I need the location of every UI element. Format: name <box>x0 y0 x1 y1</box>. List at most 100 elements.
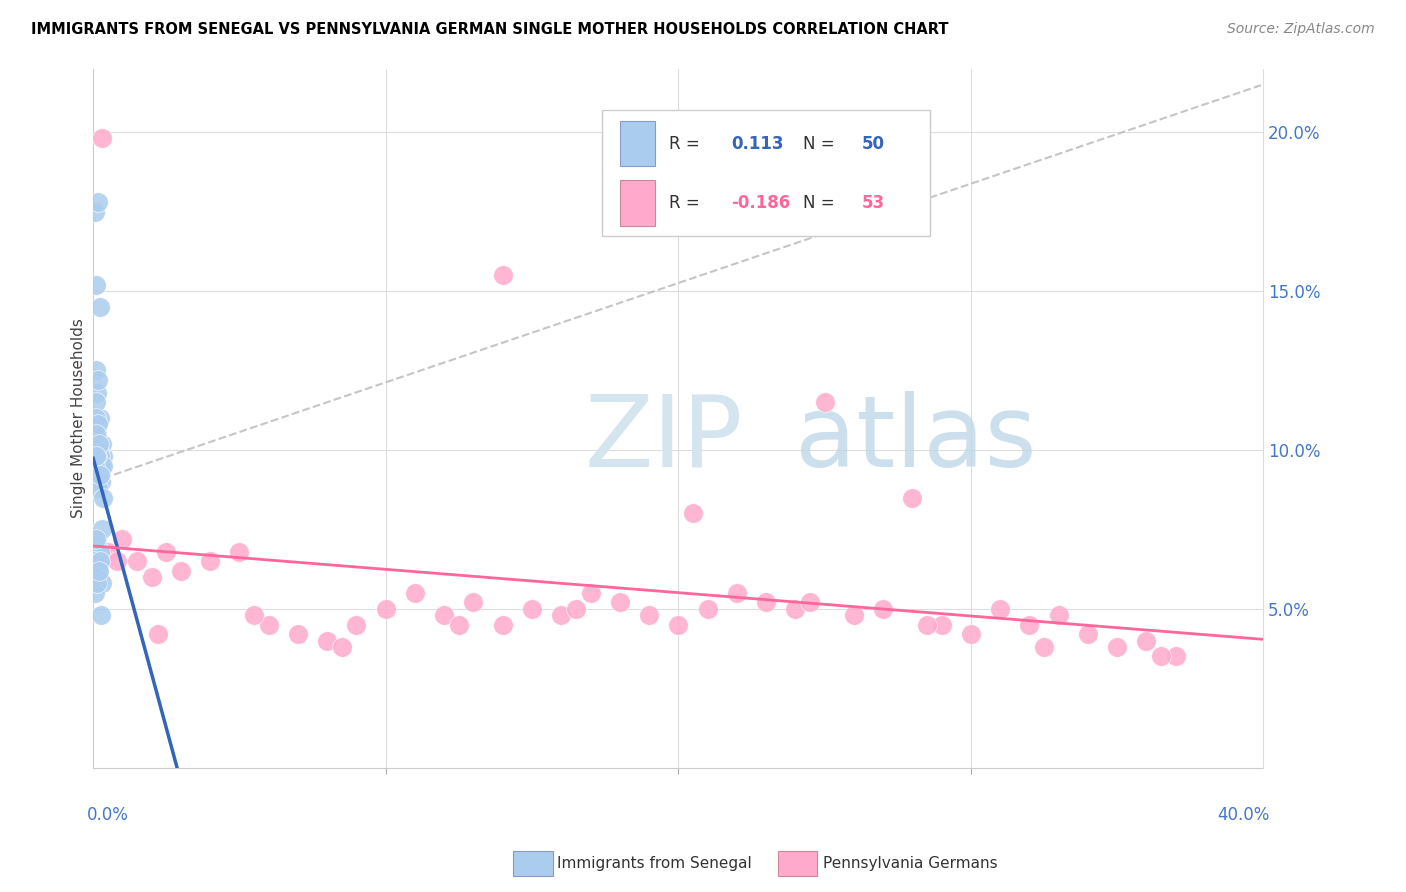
Point <box>91 458 114 473</box>
Point <box>84 570 107 584</box>
Point <box>155 544 177 558</box>
Point <box>89 554 111 568</box>
Point <box>316 633 339 648</box>
Text: -0.186: -0.186 <box>731 194 790 212</box>
Point <box>87 436 110 450</box>
Point <box>433 608 456 623</box>
FancyBboxPatch shape <box>620 121 655 167</box>
Point <box>842 608 865 623</box>
Point <box>91 436 114 450</box>
Point <box>84 532 107 546</box>
Point <box>90 608 112 623</box>
Point <box>87 564 110 578</box>
Text: 53: 53 <box>862 194 886 212</box>
Text: R =: R = <box>669 135 704 153</box>
Point <box>84 436 107 450</box>
Point <box>1135 633 1157 648</box>
Point <box>84 538 107 552</box>
Point <box>374 602 396 616</box>
Point <box>125 554 148 568</box>
Point <box>1150 649 1173 664</box>
Point <box>91 576 114 591</box>
Text: Pennsylvania Germans: Pennsylvania Germans <box>823 856 997 871</box>
Point <box>83 468 105 483</box>
Point <box>86 532 108 546</box>
FancyBboxPatch shape <box>602 111 929 236</box>
Text: 0.0%: 0.0% <box>87 806 129 824</box>
Point <box>86 194 108 209</box>
Point <box>84 417 107 432</box>
Point <box>492 617 515 632</box>
Point <box>141 570 163 584</box>
Point <box>1107 640 1129 654</box>
Point <box>105 554 128 568</box>
Point <box>91 131 114 145</box>
Text: atlas: atlas <box>796 391 1036 488</box>
Text: 0.113: 0.113 <box>731 135 783 153</box>
Point <box>86 411 108 425</box>
Point <box>84 554 107 568</box>
Point <box>550 608 572 623</box>
Point <box>638 608 661 623</box>
Point <box>87 564 110 578</box>
Point <box>872 602 894 616</box>
Point <box>330 640 353 654</box>
Point <box>84 427 107 442</box>
Point <box>492 268 515 282</box>
Point <box>89 544 111 558</box>
Point <box>83 544 105 558</box>
Point <box>666 617 689 632</box>
Point <box>579 586 602 600</box>
Point <box>91 491 114 505</box>
Point <box>89 468 111 483</box>
Point <box>89 300 111 314</box>
Point <box>87 417 110 432</box>
Point <box>1077 627 1099 641</box>
Point <box>755 595 778 609</box>
Point <box>463 595 485 609</box>
Point <box>87 373 110 387</box>
Point <box>86 427 108 442</box>
Point <box>87 442 110 457</box>
Point <box>86 538 108 552</box>
Y-axis label: Single Mother Households: Single Mother Households <box>72 318 86 518</box>
Point <box>86 385 108 400</box>
Point <box>346 617 368 632</box>
Point <box>609 595 631 609</box>
Point <box>785 602 807 616</box>
Point <box>97 544 120 558</box>
Point <box>243 608 266 623</box>
Point <box>404 586 426 600</box>
Point <box>84 395 107 409</box>
Point <box>1164 649 1187 664</box>
Point <box>89 449 111 463</box>
Text: 40.0%: 40.0% <box>1216 806 1270 824</box>
Point <box>83 204 105 219</box>
Point <box>84 544 107 558</box>
FancyBboxPatch shape <box>620 180 655 226</box>
Point <box>170 564 193 578</box>
Point <box>228 544 250 558</box>
Point <box>520 602 543 616</box>
Point <box>725 586 748 600</box>
Point <box>799 595 821 609</box>
Point <box>931 617 953 632</box>
Point <box>86 449 108 463</box>
Text: N =: N = <box>803 194 841 212</box>
Point <box>86 576 108 591</box>
Point <box>111 532 134 546</box>
Point <box>915 617 938 632</box>
Point <box>90 458 112 473</box>
Point <box>257 617 280 632</box>
Point <box>84 363 107 377</box>
Point <box>959 627 981 641</box>
Text: N =: N = <box>803 135 841 153</box>
Point <box>696 602 718 616</box>
Point <box>1018 617 1040 632</box>
Point <box>83 554 105 568</box>
Point <box>1047 608 1070 623</box>
Text: 50: 50 <box>862 135 884 153</box>
Point <box>813 395 835 409</box>
Point <box>90 475 112 489</box>
Point <box>90 522 112 536</box>
